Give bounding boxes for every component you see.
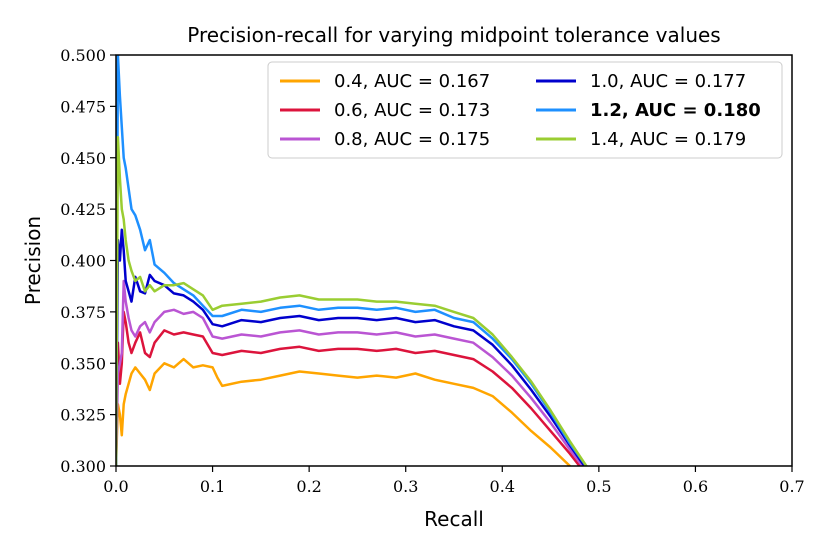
series-line-2: [116, 279, 584, 466]
chart-title: Precision-recall for varying midpoint to…: [187, 23, 720, 47]
x-tick-label: 0.0: [103, 477, 128, 496]
y-tick-label: 0.425: [60, 200, 106, 219]
legend-label-0: 0.4, AUC = 0.167: [334, 71, 490, 92]
legend-frame: [267, 61, 783, 159]
x-tick-label: 0.1: [200, 477, 225, 496]
legend: 0.4, AUC = 0.167 0.6, AUC = 0.173 0.8, AUC…: [267, 61, 783, 159]
series-line-1: [116, 310, 581, 466]
y-axis: 0.300 0.325 0.350 0.375 0.400 0.425 0.450 0.475…: [60, 46, 116, 476]
plot-area: 0.0 0.1 0.2 0.3 0.4 0.5 0.6 0.7 0.300 0.325 0.350…: [60, 46, 805, 496]
y-tick-label: 0.375: [60, 303, 106, 322]
series-line-5: [116, 135, 588, 466]
x-tick-label: 0.7: [779, 477, 804, 496]
legend-label-1: 0.6, AUC = 0.173: [334, 100, 490, 121]
x-tick-label: 0.4: [490, 477, 515, 496]
legend-label-3: 1.0, AUC = 0.177: [590, 71, 746, 92]
series-line-4: [116, 55, 588, 466]
x-tick-label: 0.3: [393, 477, 418, 496]
legend-label-5: 1.4, AUC = 0.179: [590, 129, 746, 150]
legend-label-2: 0.8, AUC = 0.175: [334, 129, 490, 150]
y-tick-label: 0.475: [60, 97, 106, 116]
y-tick-label: 0.450: [60, 149, 106, 168]
series-line-0: [116, 357, 572, 466]
x-axis-label: Recall: [424, 507, 484, 531]
y-tick-label: 0.300: [60, 457, 106, 476]
x-tick-label: 0.2: [296, 477, 321, 496]
y-tick-label: 0.325: [60, 406, 106, 425]
x-tick-label: 0.5: [586, 477, 611, 496]
y-tick-label: 0.500: [60, 46, 106, 65]
series-lines: [116, 55, 588, 466]
series-line-3: [116, 228, 586, 466]
legend-label-4: 1.2, AUC = 0.180: [590, 100, 761, 121]
y-tick-label: 0.400: [60, 252, 106, 271]
x-axis: 0.0 0.1 0.2 0.3 0.4 0.5 0.6 0.7: [103, 466, 805, 496]
y-tick-label: 0.350: [60, 354, 106, 373]
y-axis-label: Precision: [21, 216, 45, 305]
x-tick-label: 0.6: [683, 477, 708, 496]
